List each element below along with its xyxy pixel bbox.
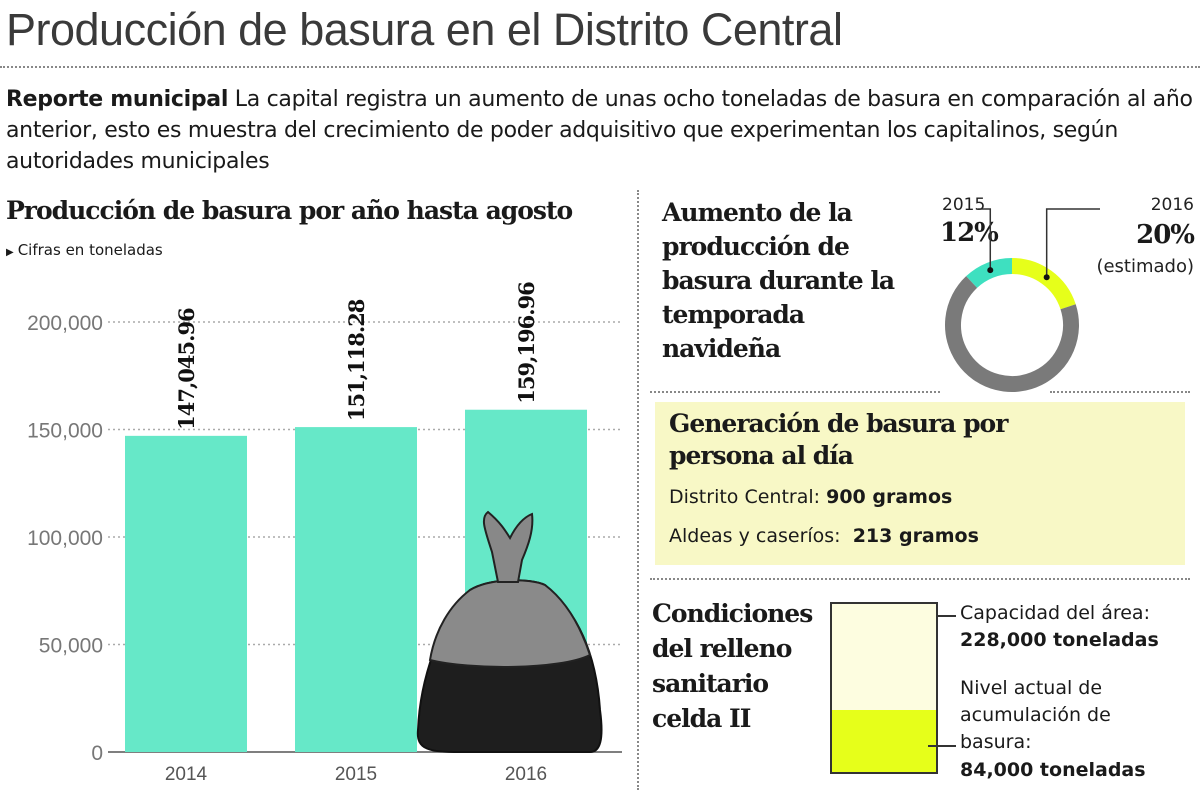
landfill-tank xyxy=(830,602,938,774)
generation-row-value: 900 gramos xyxy=(826,486,953,508)
donut-remainder xyxy=(945,276,1079,392)
bar-chart-unit: Cifras en toneladas xyxy=(17,241,163,259)
generation-row-label: Distrito Central: xyxy=(669,486,821,508)
generation-row: Aldeas y caseríos: 213 gramos xyxy=(669,525,979,547)
bar-2014 xyxy=(125,435,247,752)
donut-title: Aumento de la producción de basura duran… xyxy=(662,198,895,363)
capacity-label: Capacidad del área: xyxy=(960,602,1150,624)
y-tick-label: 0 xyxy=(91,742,103,765)
generation-row: Distrito Central: 900 gramos xyxy=(669,486,952,508)
donut-slice-2016 xyxy=(1011,258,1076,310)
donut-label-2016-year: 2016 xyxy=(1150,195,1194,215)
section-divider xyxy=(650,391,940,393)
bar-value-label: 147,045.96 xyxy=(174,308,199,430)
triangle-icon: ▶ xyxy=(6,247,14,258)
landfill-title: Condiciones del relleno sanitario celda … xyxy=(652,599,813,733)
trash-bag-knot xyxy=(482,510,534,583)
vertical-divider xyxy=(637,190,639,790)
generation-row-label: Aldeas y caseríos: xyxy=(669,525,841,547)
trash-bag-top xyxy=(428,579,592,668)
lead-paragraph: Reporte municipal La capital registra un… xyxy=(6,84,1196,177)
bar-chart: 0 50,000 100,000 150,000 200,000 147,045.96 20… xyxy=(27,282,622,785)
x-tick-label: 2016 xyxy=(505,764,547,785)
donut-chart xyxy=(945,208,1100,392)
title-divider xyxy=(0,66,1200,68)
y-tick-label: 200,000 xyxy=(27,312,103,335)
leader-dot-2015 xyxy=(987,267,994,274)
capacity-value: 228,000 toneladas xyxy=(960,629,1159,651)
donut-label-2015-year: 2015 xyxy=(942,195,986,215)
generation-box: Generación de basura por persona al día … xyxy=(655,402,1185,565)
bar-value-label: 151,118.28 xyxy=(344,299,369,421)
generation-title: Generación de basura por persona al día xyxy=(669,409,1008,470)
leader-dot-2016 xyxy=(1043,274,1050,281)
bar-value-label: 159,196.96 xyxy=(514,282,539,404)
generation-row-value: 213 gramos xyxy=(852,525,979,547)
landfill-fill-level xyxy=(832,710,936,772)
bar-chart-subtitle: ▶ Cifras en toneladas xyxy=(6,241,163,259)
bar-chart-title: Producción de basura por año hasta agost… xyxy=(6,196,573,225)
lead-kicker: Reporte municipal xyxy=(6,87,229,112)
leader-line xyxy=(936,615,956,617)
section-divider xyxy=(650,578,1190,580)
donut-label-2015-value: 12% xyxy=(940,218,999,248)
current-value: 84,000 toneladas xyxy=(960,759,1146,781)
leader-line-2015 xyxy=(978,208,992,271)
trash-bag-icon xyxy=(416,510,603,753)
current-label: Nivel actual de acumulación de basura: xyxy=(960,677,1111,753)
page-title: Producción de basura en el Distrito Cent… xyxy=(6,4,843,55)
x-tick-label: 2015 xyxy=(335,764,377,785)
leader-line xyxy=(928,745,956,747)
section-divider xyxy=(1050,391,1190,393)
bar-2015 xyxy=(295,427,417,752)
leader-line-2016 xyxy=(1045,208,1100,278)
donut-label-2016-value: 20% xyxy=(1136,220,1195,250)
x-tick-label: 2014 xyxy=(165,764,208,785)
y-tick-label: 150,000 xyxy=(27,420,103,443)
y-tick-label: 100,000 xyxy=(27,527,103,550)
lead-text: La capital registra un aumento de unas o… xyxy=(6,87,1193,174)
donut-label-2016-note: (estimado) xyxy=(1096,256,1194,277)
y-tick-label: 50,000 xyxy=(39,635,103,658)
